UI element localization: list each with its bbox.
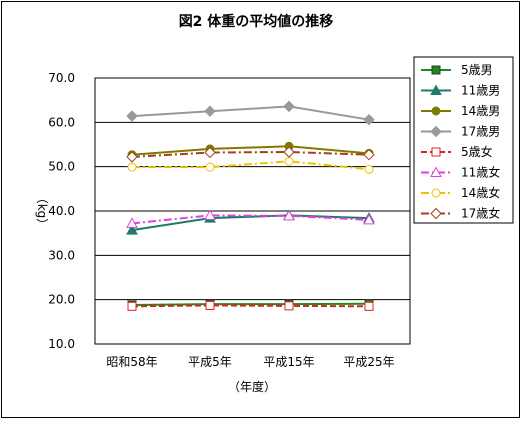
x-tick-label: 平成5年	[188, 355, 232, 369]
legend-label: 11歳女	[461, 165, 500, 180]
data-point	[126, 151, 138, 163]
data-point	[126, 224, 138, 235]
legend-swatch-marker	[430, 125, 442, 138]
data-point	[283, 146, 295, 158]
legend-label: 14歳男	[461, 104, 500, 118]
series-line	[131, 304, 370, 308]
data-point	[363, 113, 375, 126]
data-point	[363, 213, 375, 225]
data-point	[126, 217, 138, 228]
series-line	[131, 302, 370, 306]
data-point	[204, 105, 216, 117]
y-axis-ticks: 10.0 20.0 30.0 40.0 50.0 60.0 70.0	[48, 71, 75, 351]
x-tick-label: 昭和58年	[106, 355, 157, 369]
y-tick-label: 50.0	[48, 160, 75, 174]
legend-box	[413, 56, 514, 224]
legend-label: 17歳男	[461, 125, 500, 139]
chart-title: 図2 体重の平均値の推移	[179, 13, 334, 30]
data-point	[126, 110, 138, 122]
data-point	[204, 146, 216, 159]
legend-label: 5歳女	[461, 144, 493, 159]
data-point	[204, 209, 216, 220]
legend-item: 14歳男	[421, 104, 500, 118]
y-tick-label: 40.0	[48, 204, 75, 218]
grid-lines	[95, 121, 410, 301]
x-axis-label: （年度）	[228, 379, 276, 394]
series-7	[127, 156, 374, 174]
y-tick-label: 10.0	[48, 337, 75, 351]
legend-item: 17歳女	[421, 206, 500, 221]
legend-swatch-marker	[431, 106, 441, 116]
legend-item: 5歳男	[421, 63, 493, 77]
data-point	[284, 156, 294, 166]
series-line	[131, 214, 370, 232]
legend-item: 11歳男	[421, 84, 500, 98]
legend-label: 11歳男	[461, 84, 500, 98]
data-point	[283, 209, 295, 221]
legend-item: 5歳女	[421, 144, 493, 159]
data-point	[363, 148, 375, 161]
data-point	[283, 100, 295, 113]
series-6	[126, 209, 375, 228]
legend-label: 5歳男	[461, 63, 493, 77]
data-point	[364, 164, 374, 174]
legend-swatch-marker	[430, 84, 442, 95]
y-tick-label: 20.0	[48, 293, 75, 307]
legend-item: 14歳女	[421, 185, 500, 200]
x-tick-label: 平成25年	[343, 355, 394, 369]
data-point	[284, 301, 294, 311]
legend: 5歳男 11歳男 14歳男 17歳男 5歳女 11歳女 14歳女 17歳女	[421, 63, 500, 221]
legend-swatch-marker	[430, 207, 442, 220]
series-line	[131, 214, 370, 225]
data-point	[364, 301, 374, 311]
legend-item: 17歳男	[421, 125, 500, 139]
legend-swatch-marker	[431, 147, 441, 157]
data-point	[127, 162, 137, 172]
legend-label: 17歳女	[461, 206, 500, 221]
series-line	[131, 150, 370, 158]
data-point	[127, 301, 137, 311]
data-point	[205, 162, 215, 172]
series-line	[131, 105, 370, 121]
series-line	[132, 160, 370, 171]
legend-item: 11歳女	[421, 165, 500, 180]
legend-swatch-marker	[430, 166, 442, 177]
series-5	[127, 300, 374, 311]
y-tick-label: 60.0	[48, 115, 75, 129]
x-axis-ticks: 昭和58年 平成5年 平成15年 平成25年	[106, 355, 394, 369]
series-layer	[126, 100, 375, 311]
series-line	[131, 145, 370, 156]
y-tick-label: 30.0	[48, 248, 75, 262]
data-point	[205, 300, 215, 310]
y-tick-label: 70.0	[48, 71, 75, 85]
x-tick-label: 平成15年	[263, 355, 314, 369]
legend-label: 14歳女	[461, 185, 500, 200]
legend-swatch-marker	[431, 65, 441, 75]
series-4	[126, 100, 375, 126]
legend-swatch-marker	[431, 188, 441, 198]
series-8	[126, 146, 375, 163]
y-axis-label: （kg）	[35, 192, 49, 231]
